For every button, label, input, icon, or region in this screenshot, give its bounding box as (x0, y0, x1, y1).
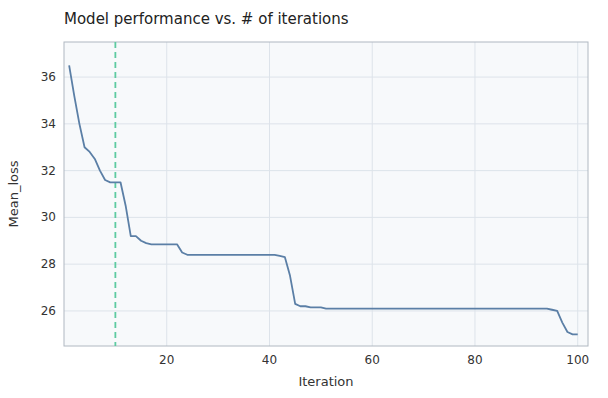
y-grid-line (64, 310, 588, 311)
chart-title: Model performance vs. # of iterations (64, 10, 349, 28)
y-tick-label: 28 (41, 257, 56, 271)
y-tick-label: 26 (41, 304, 56, 318)
x-grid-line (577, 42, 578, 346)
y-tick-label: 36 (41, 70, 56, 84)
plot-area (69, 42, 578, 346)
vertical-reference-line (114, 42, 116, 346)
x-tick-label: 20 (159, 353, 174, 367)
y-tick-label: 30 (41, 210, 56, 224)
y-grid-line (64, 217, 588, 218)
plot-background (64, 42, 588, 346)
x-grid-line (372, 42, 373, 346)
x-grid-line (269, 42, 270, 346)
data-line (69, 65, 578, 334)
y-tick-label: 34 (41, 117, 56, 131)
x-tick-label: 60 (365, 353, 380, 367)
x-axis-label: Iteration (298, 374, 353, 389)
chart-svg: 20 40 60 80 100 26 28 30 32 34 36 Model performance… (0, 0, 608, 398)
x-tick-label: 40 (262, 353, 277, 367)
y-tick-label: 32 (41, 164, 56, 178)
chart-container: 20 40 60 80 100 26 28 30 32 34 36 Model performance… (0, 0, 608, 398)
plot-frame (64, 42, 588, 346)
x-tick-label: 80 (467, 353, 482, 367)
x-tick-label: 100 (566, 353, 589, 367)
x-grid-line (474, 42, 475, 346)
x-grid-line (166, 42, 167, 346)
y-axis-label: Mean_loss (6, 160, 21, 227)
y-grid-line (64, 170, 588, 171)
y-grid-line (64, 123, 588, 124)
y-grid-line (64, 77, 588, 78)
grid (64, 42, 588, 346)
y-grid-line (64, 264, 588, 265)
